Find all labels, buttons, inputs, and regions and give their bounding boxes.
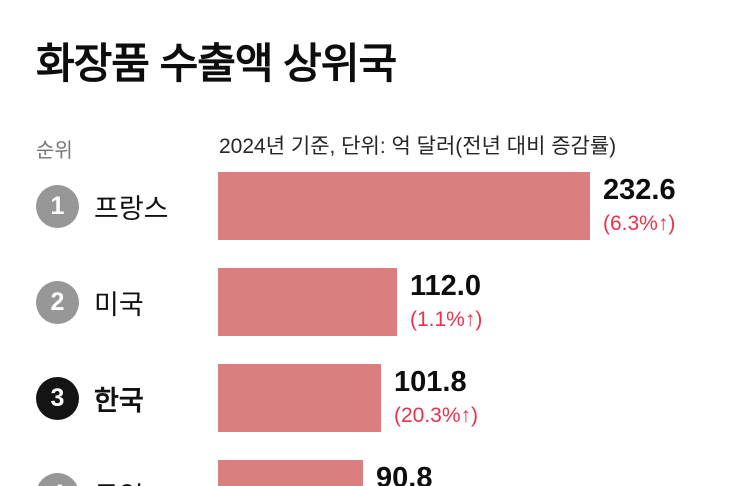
chart-subtitle: 2024년 기준, 단위: 억 달러(전년 대비 증감률)	[219, 135, 617, 158]
rank-badge: 3	[36, 376, 79, 420]
chart-row: 2 미국 112.0 (1.1%↑)	[36, 268, 741, 336]
value-label: 112.0	[410, 270, 481, 302]
chart-row: 3 한국 101.8 (20.3%↑)	[36, 364, 741, 432]
value-label: 90.8	[376, 462, 433, 486]
value-block: 90.8	[376, 460, 432, 486]
value-block: 101.8 (20.3%↑)	[394, 364, 478, 426]
bar	[218, 364, 381, 432]
change-label: (20.3%↑)	[394, 403, 479, 427]
rank-column-label: 순위	[36, 140, 73, 162]
bar	[218, 460, 363, 486]
value-label: 232.6	[603, 174, 676, 206]
country-label: 독일	[94, 475, 218, 486]
change-label: (1.1%↑)	[410, 307, 483, 331]
country-label: 한국	[94, 385, 144, 416]
bar	[218, 268, 397, 336]
value-block: 112.0 (1.1%↑)	[410, 268, 482, 330]
country-label: 프랑스	[94, 193, 169, 224]
bar-chart: 1 프랑스 232.6 (6.3%↑) 2 미국 112.0 (1.1%↑) 3…	[36, 172, 741, 486]
rank-badge: 4	[36, 472, 79, 486]
value-block: 232.6 (6.3%↑)	[603, 172, 676, 234]
chart-row: 1 프랑스 232.6 (6.3%↑)	[36, 172, 741, 240]
value-label: 101.8	[394, 366, 467, 398]
rank-badge: 2	[36, 280, 79, 324]
country-label: 미국	[94, 289, 144, 320]
change-label: (6.3%↑)	[603, 211, 676, 235]
chart-row: 4 독일 90.8	[36, 460, 741, 486]
rank-badge: 1	[36, 184, 79, 228]
bar	[218, 172, 590, 240]
page-title: 화장품 수출액 상위국	[36, 40, 397, 87]
